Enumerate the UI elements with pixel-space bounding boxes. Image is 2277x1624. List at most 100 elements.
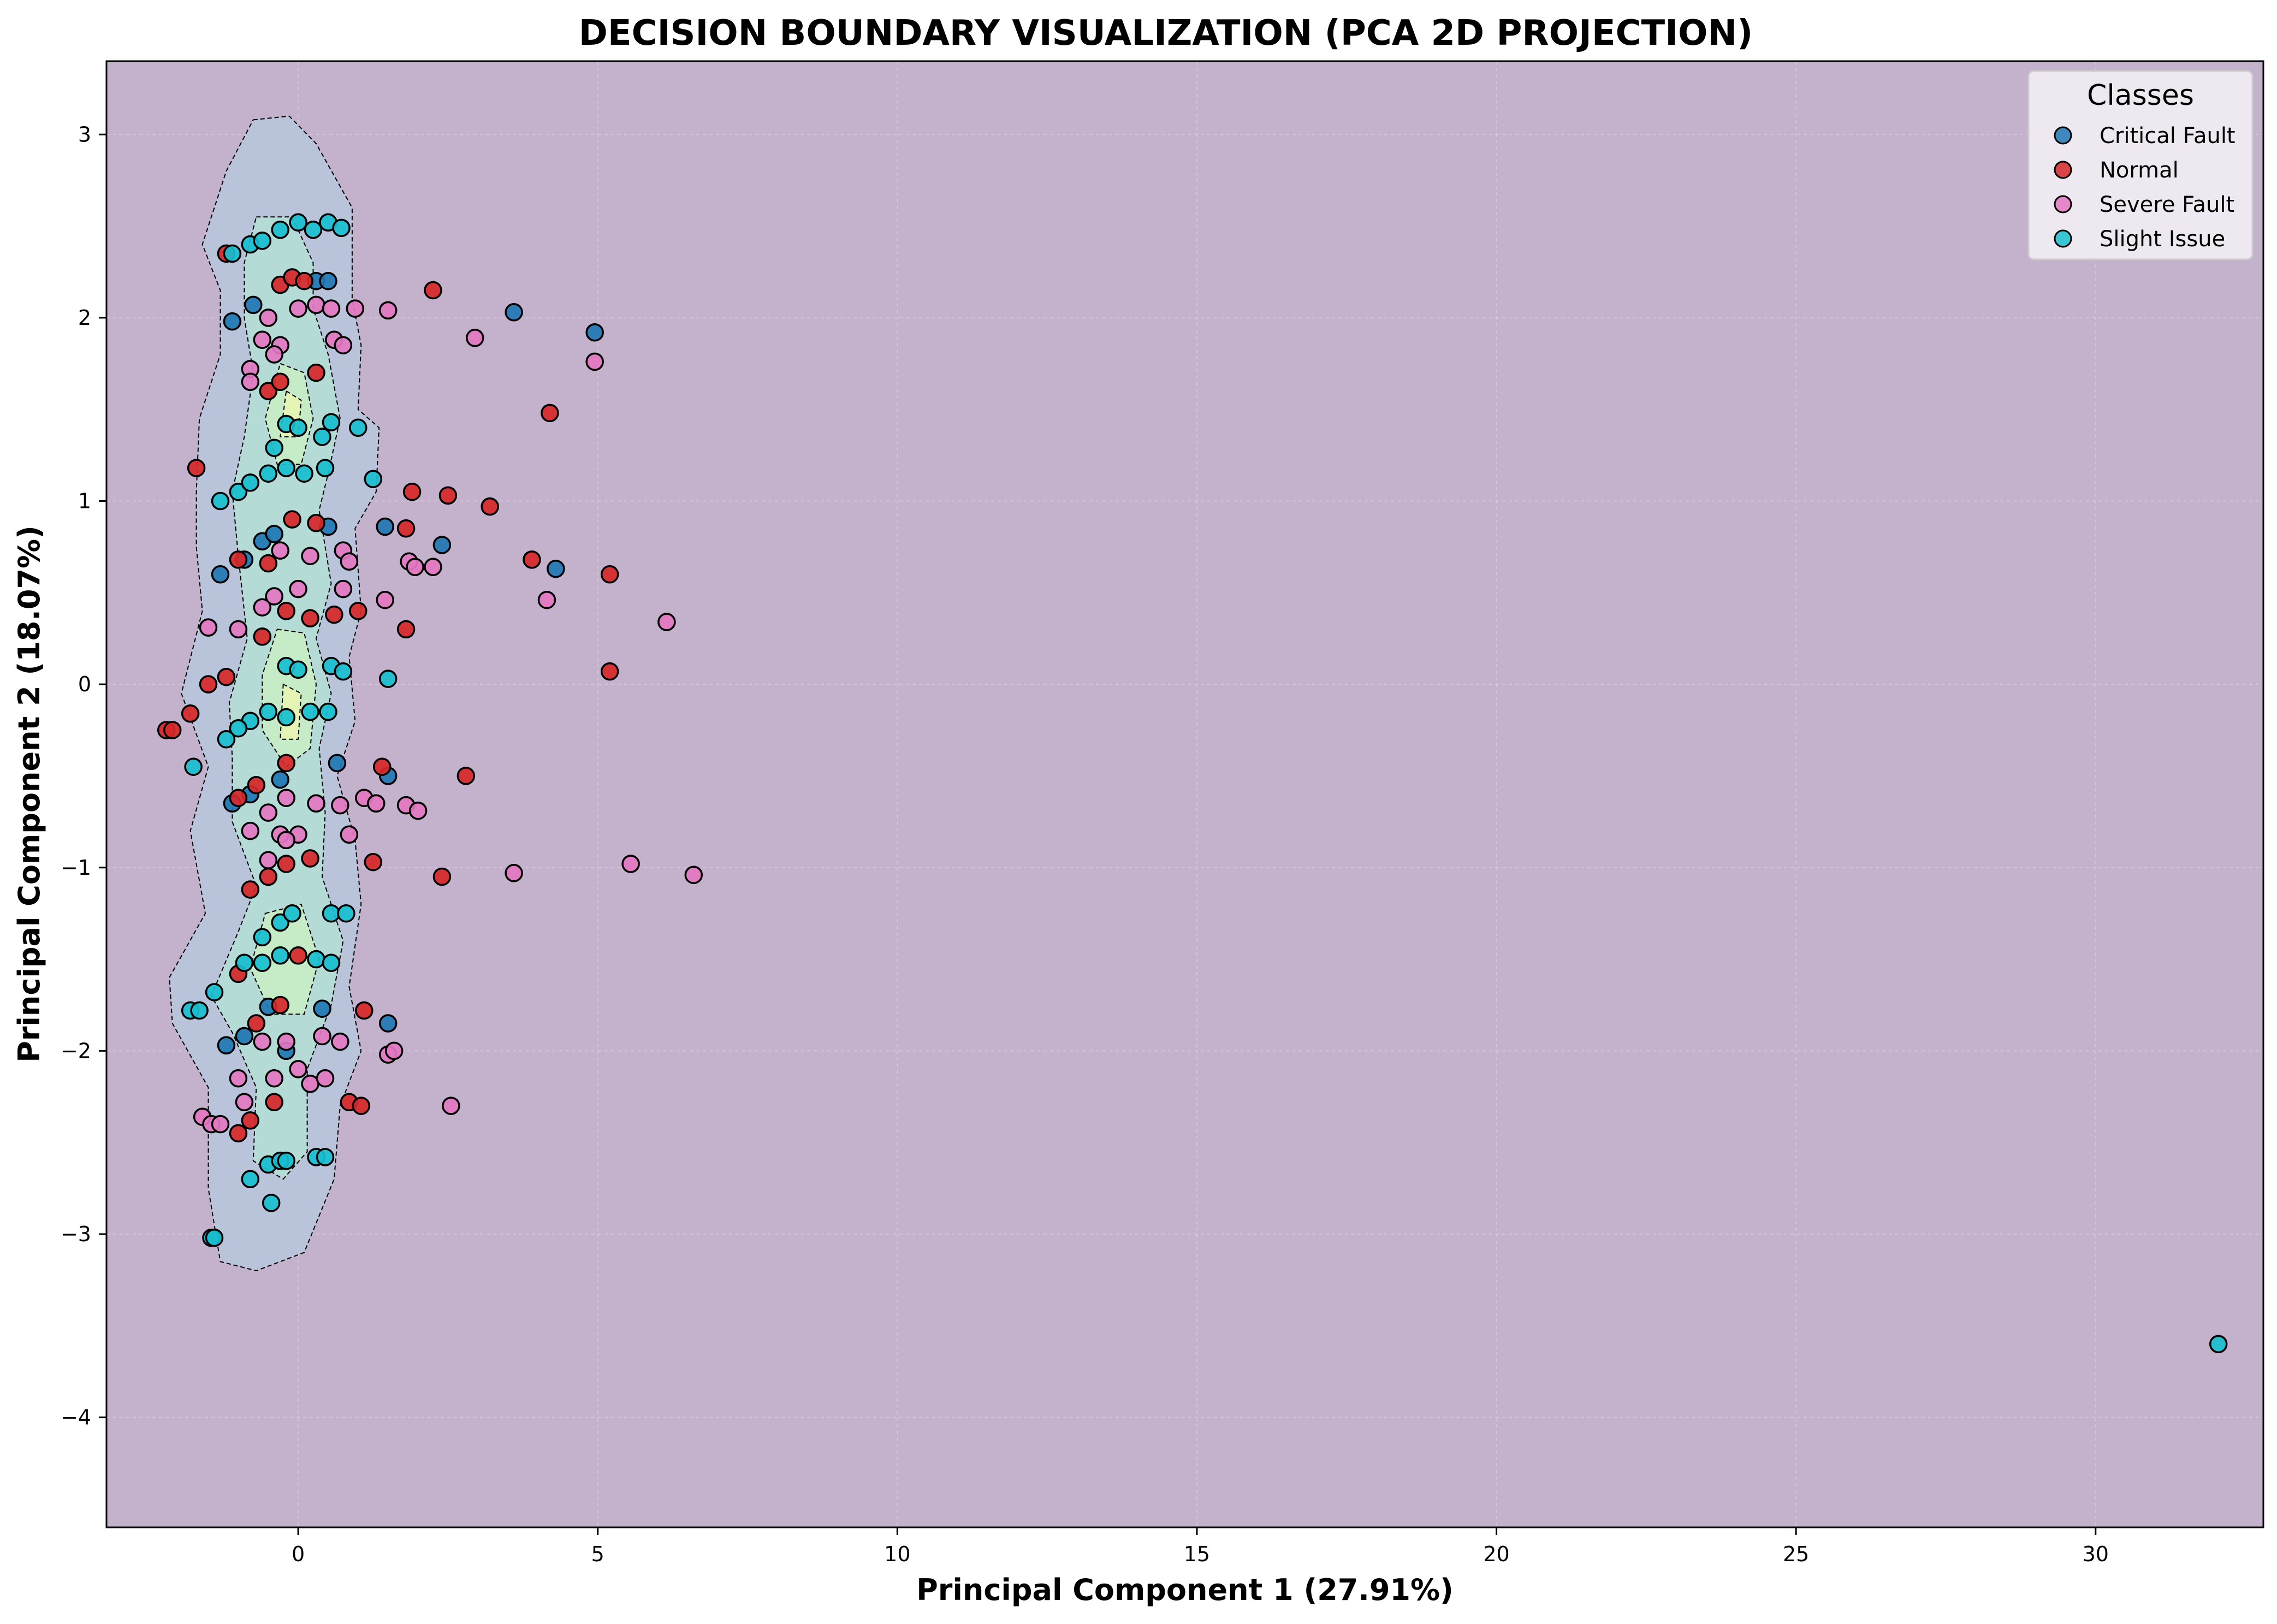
data-point	[322, 904, 341, 923]
data-point	[289, 418, 307, 437]
data-point	[259, 702, 278, 721]
data-point	[271, 995, 289, 1015]
data-point	[283, 510, 301, 529]
data-point	[271, 541, 289, 560]
data-point	[396, 519, 416, 538]
data-point	[438, 486, 458, 505]
data-point	[331, 1032, 349, 1051]
data-point	[378, 669, 398, 688]
data-point	[277, 754, 295, 773]
data-point	[190, 1001, 209, 1020]
x-axis-label: Principal Component 1 (27.91%)	[916, 1573, 1454, 1607]
data-point	[265, 525, 283, 543]
data-point	[247, 1014, 266, 1033]
data-point	[277, 708, 295, 727]
data-point	[289, 299, 307, 318]
data-point	[432, 536, 452, 554]
x-tick-label: 30	[2083, 1542, 2109, 1566]
legend-title: Classes	[2087, 79, 2194, 112]
data-point	[684, 866, 703, 884]
x-tick-label: 10	[884, 1542, 910, 1566]
x-tick-label: 5	[591, 1542, 604, 1566]
data-point	[235, 1027, 254, 1046]
data-point	[316, 459, 335, 477]
data-point	[265, 1069, 283, 1088]
data-point	[334, 579, 353, 598]
x-tick-label: 25	[1783, 1542, 1809, 1566]
data-point	[328, 754, 347, 773]
data-point	[223, 244, 242, 263]
y-tick-label: −4	[61, 1406, 91, 1430]
data-point	[262, 1194, 281, 1212]
data-point	[408, 801, 428, 820]
data-point	[199, 618, 218, 637]
data-point	[325, 605, 343, 624]
data-point	[289, 1060, 307, 1078]
data-point	[259, 851, 278, 870]
data-point	[316, 1148, 335, 1166]
data-point	[163, 721, 182, 739]
data-point	[505, 864, 523, 882]
data-point	[253, 232, 272, 250]
data-point	[205, 983, 224, 1001]
legend-label: Slight Issue	[2100, 227, 2225, 252]
legend-label: Severe Fault	[2100, 192, 2234, 217]
legend-marker	[2054, 161, 2072, 179]
x-tick-label: 0	[292, 1542, 305, 1566]
data-point	[364, 852, 383, 872]
data-point	[600, 662, 619, 681]
data-point	[265, 1093, 283, 1112]
data-point	[600, 565, 619, 584]
data-point	[259, 803, 278, 822]
data-point	[247, 775, 266, 795]
data-point	[259, 554, 278, 573]
data-point	[304, 221, 323, 239]
data-point	[585, 323, 604, 342]
data-point	[253, 598, 272, 617]
data-point	[334, 336, 353, 354]
data-point	[466, 329, 484, 347]
data-point	[424, 281, 442, 300]
data-point	[355, 1001, 373, 1020]
data-point	[352, 1097, 371, 1115]
x-axis-ticks: 0 5 10 15 20 25 30	[292, 1527, 2109, 1566]
data-point	[301, 849, 319, 868]
data-point	[340, 552, 359, 571]
legend-marker	[2054, 195, 2072, 214]
legend-marker	[2054, 126, 2072, 145]
data-point	[277, 602, 295, 620]
data-point	[340, 825, 359, 844]
data-point	[346, 299, 365, 318]
plot-area-background	[106, 61, 2263, 1527]
data-point	[406, 558, 424, 577]
data-point	[289, 660, 307, 679]
data-point	[265, 438, 283, 457]
y-tick-label: −3	[61, 1222, 91, 1246]
y-tick-label: 3	[78, 122, 91, 146]
data-point	[376, 590, 394, 609]
data-point	[259, 309, 278, 327]
data-point	[265, 587, 283, 606]
data-point	[271, 221, 289, 239]
data-point	[537, 590, 556, 609]
data-point	[253, 330, 272, 349]
data-point	[229, 482, 248, 501]
data-point	[277, 1152, 295, 1170]
legend-marker	[2054, 229, 2072, 248]
data-point	[253, 928, 272, 947]
data-point	[456, 767, 476, 785]
data-point	[384, 1041, 404, 1060]
data-point	[259, 464, 278, 483]
data-point	[376, 517, 394, 536]
data-point	[322, 953, 341, 973]
legend-items: Critical Fault Normal Severe Fault Slight I…	[2054, 123, 2236, 252]
data-point	[229, 550, 248, 569]
data-point	[313, 999, 331, 1018]
data-point	[372, 757, 392, 776]
data-point	[337, 904, 355, 923]
data-point	[277, 789, 295, 807]
data-point	[322, 299, 341, 318]
data-point	[253, 627, 272, 646]
data-point	[259, 382, 278, 400]
data-point	[259, 867, 278, 886]
